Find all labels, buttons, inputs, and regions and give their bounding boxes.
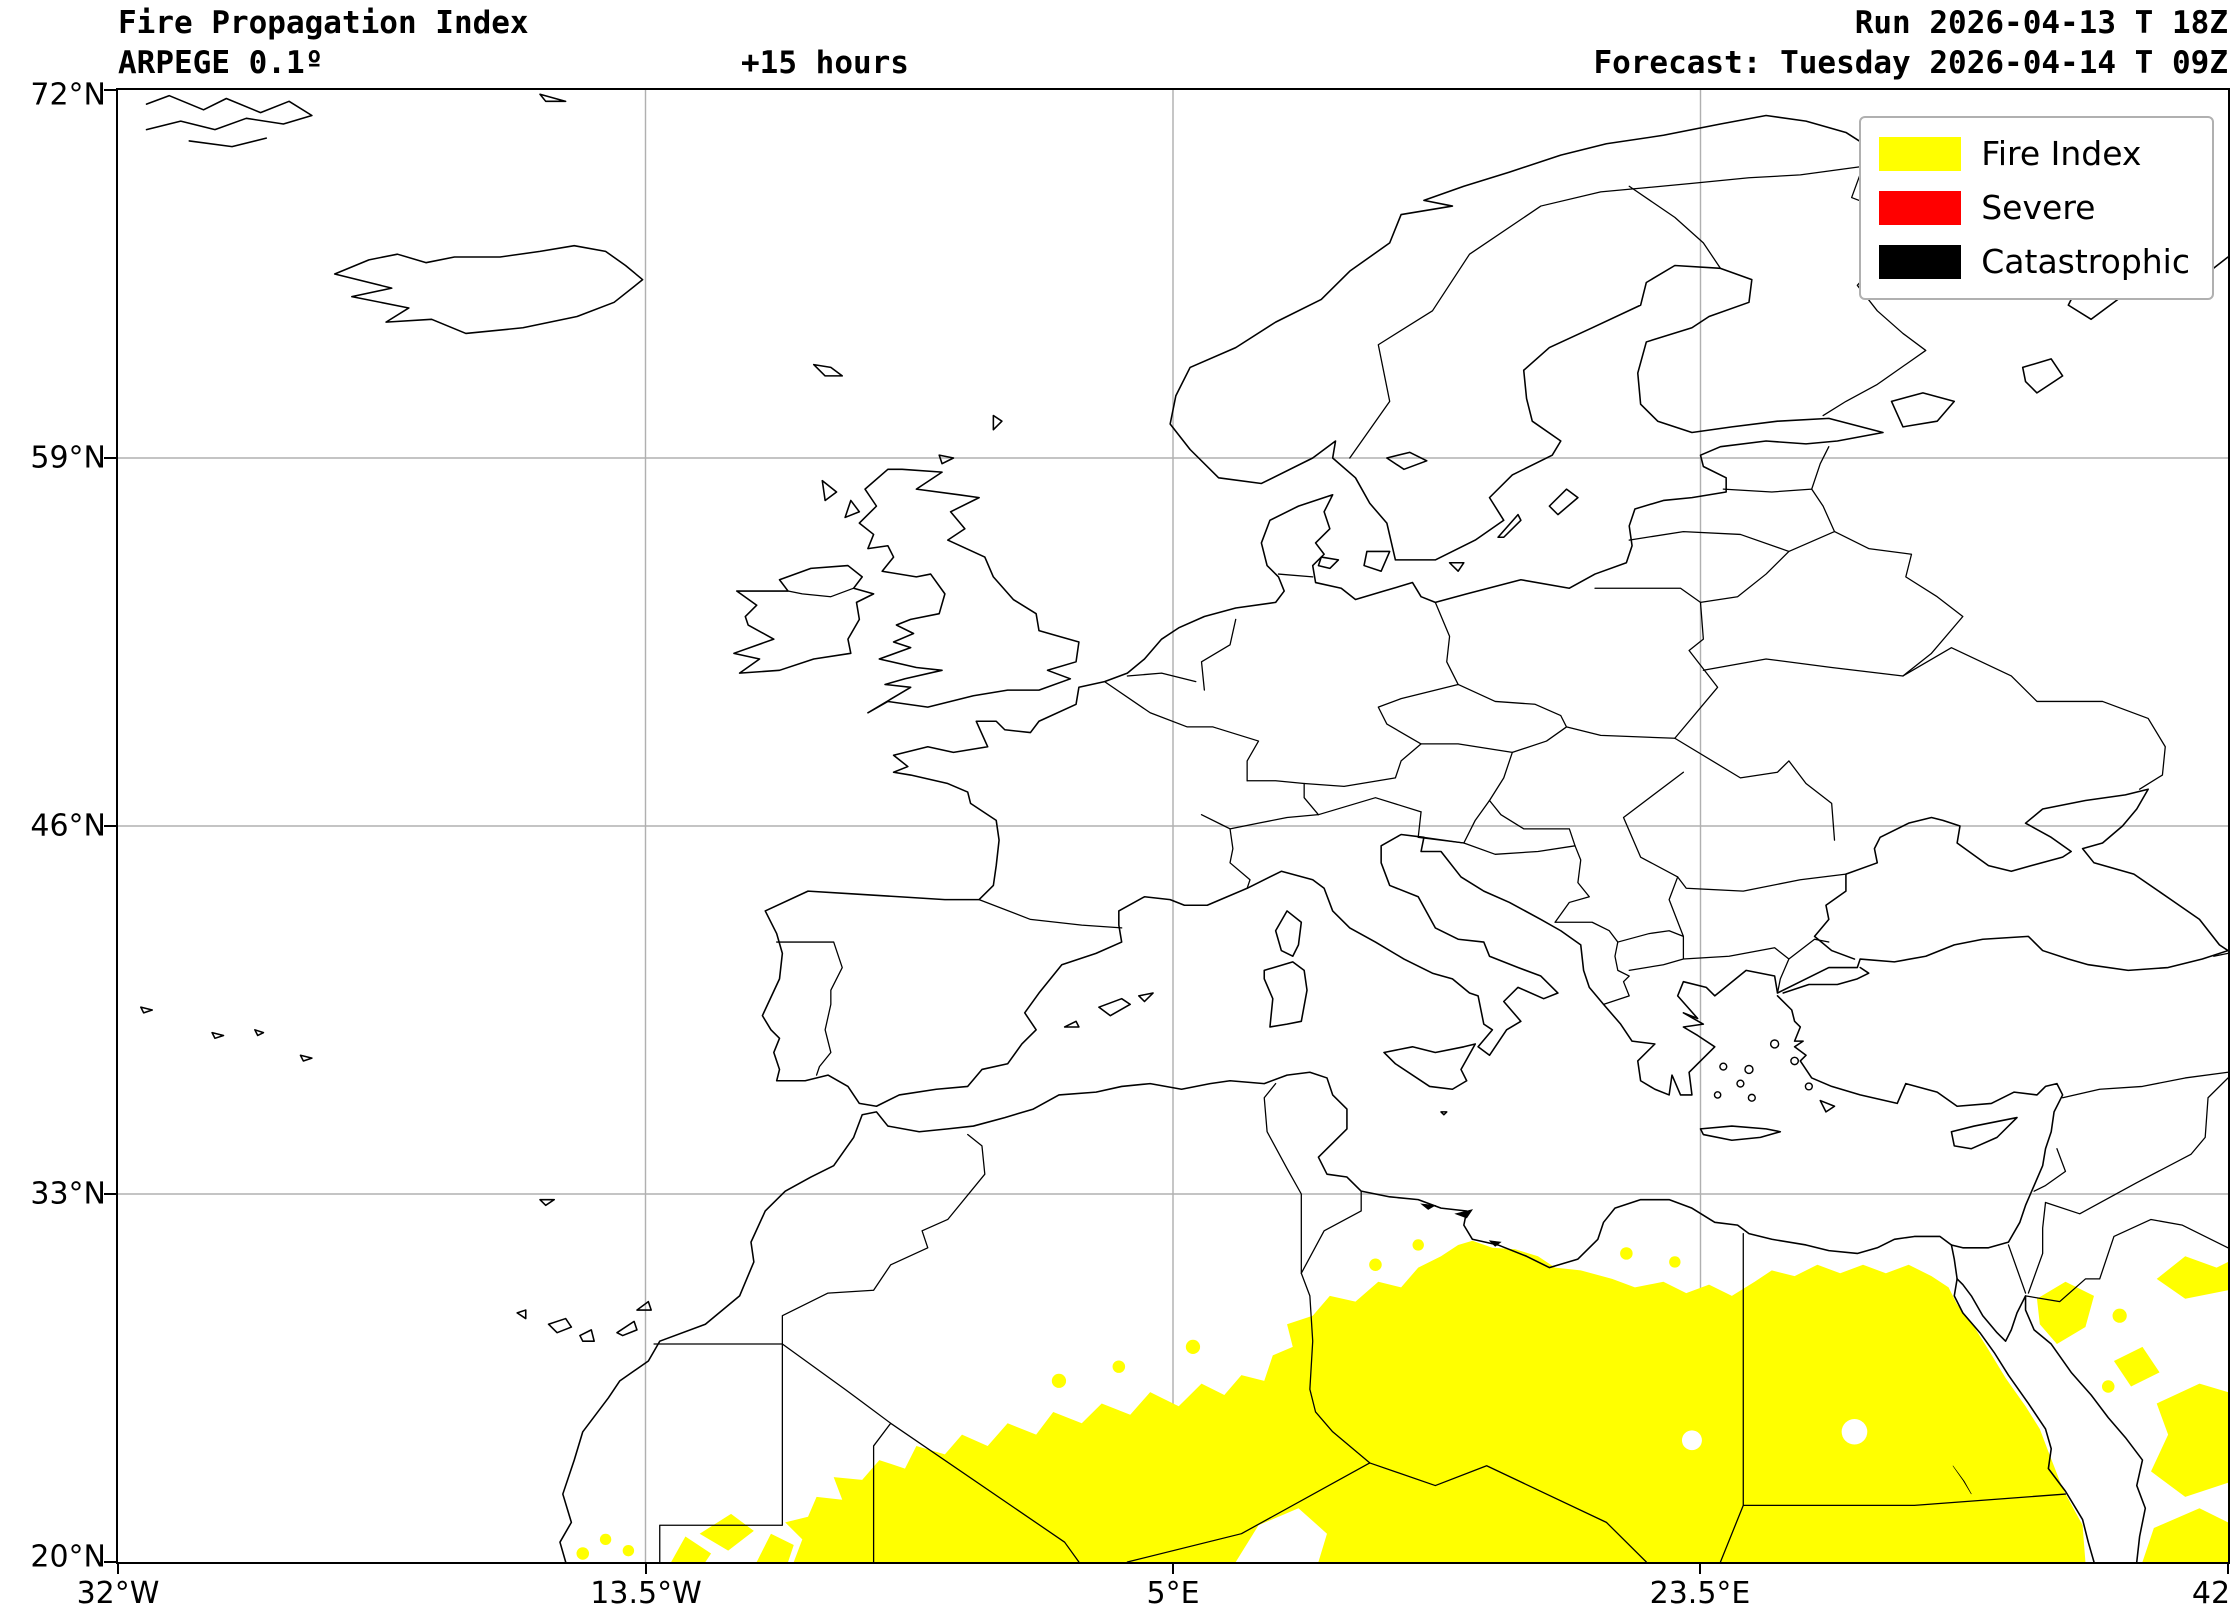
axis-tick — [645, 1562, 647, 1574]
axis-tick — [1172, 1562, 1174, 1574]
coastlines — [145, 93, 2228, 1562]
model-label: ARPEGE 0.1º — [118, 45, 324, 81]
fire-index-area — [576, 1239, 2228, 1562]
x-axis-tick-label: 42°E — [2191, 1576, 2233, 1611]
lead-time-label: +15 hours — [741, 45, 909, 81]
legend-label-severe: Severe — [1981, 188, 2096, 227]
axis-tick — [117, 1562, 119, 1574]
legend-label-catastrophic: Catastrophic — [1981, 242, 2190, 281]
legend-swatch-fire-index — [1879, 137, 1962, 171]
y-axis-tick-label: 46°N — [30, 808, 106, 844]
y-axis-tick-label: 20°N — [30, 1539, 106, 1575]
axis-tick — [104, 89, 116, 91]
legend-swatch-catastrophic — [1879, 245, 1962, 279]
map-canvas — [118, 90, 2228, 1562]
x-axis-tick-label: 5°E — [1146, 1576, 1200, 1611]
legend-label-fire-index: Fire Index — [1981, 134, 2142, 173]
axis-tick — [2227, 1562, 2229, 1574]
islands — [140, 488, 2018, 1342]
legend: Fire Index Severe Catastrophic — [1859, 116, 2214, 300]
x-axis-tick-label: 32°W — [76, 1576, 160, 1611]
legend-item-severe: Severe — [1879, 186, 2190, 230]
run-label: Run 2026-04-13 T 18Z — [1854, 5, 2228, 41]
y-axis-tick-label: 59°N — [30, 440, 106, 476]
x-axis-tick-label: 23.5°E — [1649, 1576, 1751, 1611]
figure-title: Fire Propagation Index — [118, 5, 529, 41]
axis-tick — [104, 1193, 116, 1195]
y-axis-tick-label: 33°N — [30, 1176, 106, 1212]
forecast-label: Forecast: Tuesday 2026-04-14 T 09Z — [1593, 45, 2228, 81]
country-borders — [653, 157, 2228, 1562]
catastrophic-specks — [1420, 1203, 1972, 1495]
legend-item-fire-index: Fire Index — [1879, 132, 2190, 176]
x-axis-tick-label: 13.5°W — [590, 1576, 702, 1611]
axis-tick — [104, 825, 116, 827]
axis-tick — [104, 1561, 116, 1563]
legend-swatch-severe — [1879, 191, 1962, 225]
map-plot: Fire Index Severe Catastrophic — [116, 88, 2230, 1564]
y-axis-tick-label: 72°N — [30, 77, 106, 113]
legend-item-catastrophic: Catastrophic — [1879, 240, 2190, 284]
axis-tick — [1699, 1562, 1701, 1574]
axis-tick — [104, 457, 116, 459]
